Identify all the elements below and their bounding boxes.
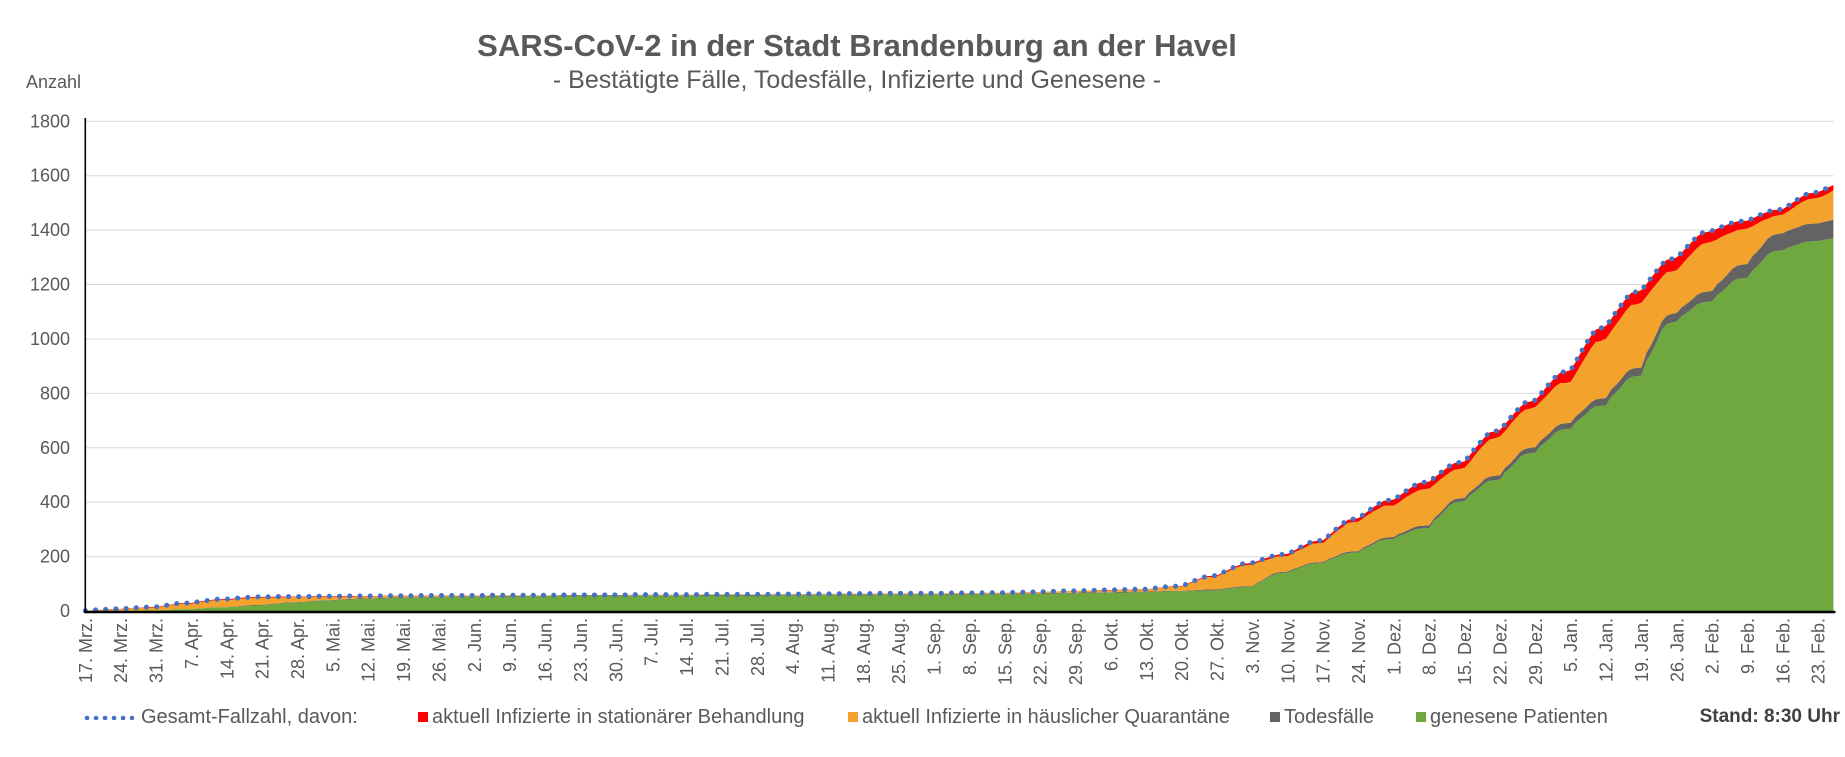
legend-swatch-square xyxy=(848,712,858,722)
x-axis-tick-label: 18. Aug. xyxy=(854,618,874,684)
x-axis-tick-label: 19. Mai. xyxy=(394,618,414,682)
x-axis-tick-label: 10. Nov. xyxy=(1278,618,1298,684)
legend-item-quarantine: aktuell Infizierte in häuslicher Quarant… xyxy=(848,705,1230,728)
status-timestamp: Stand: 8:30 Uhr xyxy=(1699,706,1840,727)
x-axis-tick-label: 24. Mrz. xyxy=(111,618,131,683)
x-axis-tick-label: 30. Jun. xyxy=(606,618,626,682)
y-axis-tick-label: 800 xyxy=(40,383,70,403)
y-axis-tick-label: 1000 xyxy=(30,329,70,349)
x-axis-tick-label: 16. Jun. xyxy=(536,618,556,682)
x-axis-tick-label: 5. Mai. xyxy=(323,618,343,672)
legend-swatch-square xyxy=(1270,712,1280,722)
x-axis-tick-label: 13. Okt. xyxy=(1137,618,1157,681)
x-axis-tick-label: 26. Mai. xyxy=(430,618,450,682)
x-axis-tick-label: 2. Jun. xyxy=(465,618,485,672)
x-axis-tick-label: 17. Mrz. xyxy=(76,618,96,683)
x-axis-tick-label: 29. Dez. xyxy=(1526,618,1546,685)
x-axis-tick-label: 2. Feb. xyxy=(1703,618,1723,674)
legend-item-label: Gesamt-Fallzahl, davon: xyxy=(141,705,358,728)
y-axis-tick-label: 1400 xyxy=(30,220,70,240)
x-axis-tick-label: 28. Apr. xyxy=(288,618,308,679)
x-axis-tick-label: 23. Feb. xyxy=(1809,618,1829,684)
x-axis-tick-label: 22. Sep. xyxy=(1031,618,1051,685)
legend-item-recovered: genesene Patienten xyxy=(1416,705,1608,728)
x-axis-tick-label: 9. Feb. xyxy=(1738,618,1758,674)
x-axis-tick-label: 7. Jul. xyxy=(642,618,662,666)
legend-item-deaths: Todesfälle xyxy=(1270,705,1375,728)
x-axis-tick-label: 12. Jan. xyxy=(1597,618,1617,682)
legend-item-total: Gesamt-Fallzahl, davon: xyxy=(84,705,358,728)
x-axis-tick-label: 19. Jan. xyxy=(1632,618,1652,682)
chart-title: SARS-CoV-2 in der Stadt Brandenburg an d… xyxy=(477,28,1237,63)
legend-item-label: aktuell Infizierte in stationärer Behand… xyxy=(432,705,805,728)
x-axis-tick-label: 20. Okt. xyxy=(1172,618,1192,681)
y-axis-tick-label: 600 xyxy=(40,438,70,458)
x-axis-tick-label: 8. Sep. xyxy=(960,618,980,675)
x-axis-tick-label: 9. Jun. xyxy=(500,618,520,672)
y-axis-tick-label: 400 xyxy=(40,492,70,512)
x-axis-tick-label: 15. Dez. xyxy=(1455,618,1475,685)
legend-item-label: Todesfälle xyxy=(1284,705,1375,728)
y-axis-tick-label: 1600 xyxy=(30,166,70,186)
x-axis-tick-label: 14. Apr. xyxy=(217,618,237,679)
x-axis-tick-label: 23. Jun. xyxy=(571,618,591,682)
legend-swatch-square xyxy=(418,712,428,722)
area-quarantine xyxy=(85,190,1834,611)
x-axis-tick-label: 31. Mrz. xyxy=(147,618,167,683)
x-axis-tick-label: 4. Aug. xyxy=(783,618,803,674)
x-axis-tick-label: 5. Jan. xyxy=(1561,618,1581,672)
x-axis-tick-label: 22. Dez. xyxy=(1490,618,1510,685)
y-axis-tick-label: 0 xyxy=(60,601,70,621)
x-axis-tick-label: 8. Dez. xyxy=(1420,618,1440,675)
area-recovered xyxy=(85,238,1834,611)
y-axis-tick-label: 200 xyxy=(40,547,70,567)
x-axis-tick-label: 6. Okt. xyxy=(1101,618,1121,671)
x-axis-tick-label: 21. Apr. xyxy=(253,618,273,679)
x-axis-tick-label: 12. Mai. xyxy=(359,618,379,682)
x-axis-tick-label: 11. Aug. xyxy=(819,618,839,683)
total-line xyxy=(82,182,1836,614)
x-axis-tick-label: 28. Jul. xyxy=(748,618,768,676)
x-axis-tick-label: 21. Jul. xyxy=(712,618,732,676)
x-axis-tick-label: 29. Sep. xyxy=(1066,618,1086,685)
y-axis-tick-label: 1200 xyxy=(30,275,70,295)
legend-item-label: genesene Patienten xyxy=(1430,705,1608,728)
x-axis-tick-label: 1. Dez. xyxy=(1384,618,1404,675)
y-axis-tick-label: 1800 xyxy=(30,111,70,131)
legend-swatch-square xyxy=(1416,712,1426,722)
x-axis-tick-label: 17. Nov. xyxy=(1314,618,1334,684)
x-axis-tick-label: 27. Okt. xyxy=(1208,618,1228,681)
x-axis-tick-label: 3. Nov. xyxy=(1243,618,1263,674)
x-axis-tick-label: 1. Sep. xyxy=(925,618,945,675)
x-axis-tick-label: 7. Apr. xyxy=(182,618,202,669)
x-axis-tick-label: 16. Feb. xyxy=(1773,618,1793,684)
legend-swatch-dotted-line xyxy=(84,715,134,720)
x-axis-tick-label: 24. Nov. xyxy=(1349,618,1369,684)
x-axis-tick-label: 26. Jan. xyxy=(1667,618,1687,682)
legend-item-label: aktuell Infizierte in häuslicher Quarant… xyxy=(862,705,1230,728)
x-axis-tick-label: 15. Sep. xyxy=(995,618,1015,685)
y-axis-title: Anzahl xyxy=(26,72,82,92)
x-axis-tick-label: 25. Aug. xyxy=(889,618,909,684)
x-axis-tick-label: 14. Jul. xyxy=(677,618,697,676)
chart-subtitle: - Bestätigte Fälle, Todesfälle, Infizier… xyxy=(552,66,1162,94)
legend-item-hospital: aktuell Infizierte in stationärer Behand… xyxy=(418,705,805,728)
